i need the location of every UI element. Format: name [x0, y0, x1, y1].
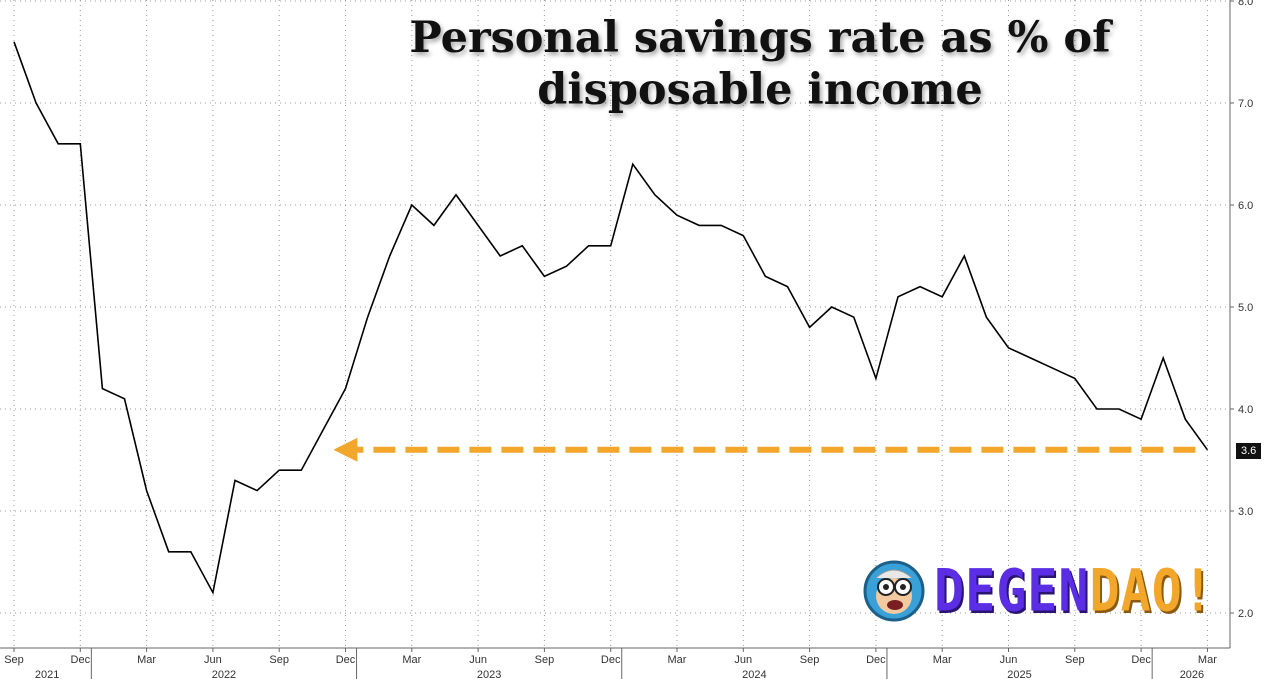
y-axis: 2.0 3.0 4.0 5.0 6.0 7.0 8.0 — [1230, 0, 1253, 620]
x-tick-label: Sep — [1065, 654, 1085, 666]
logo-text-dao: DAO! — [1089, 557, 1214, 625]
logo-wordmark: DEGENDAO! — [934, 555, 1214, 626]
x-year-label: 2022 — [212, 669, 236, 679]
x-year-label: 2021 — [35, 669, 59, 679]
savings-rate-line — [13, 41, 1209, 595]
x-tick-label: Sep — [800, 654, 820, 666]
x-tick-label: Mar — [402, 654, 421, 666]
x-tick-label: Dec — [601, 654, 621, 666]
x-tick-label: Sep — [535, 654, 555, 666]
y-tick-label: 7.0 — [1238, 98, 1253, 110]
dashed-arrow-annotation — [333, 437, 1196, 462]
arrow-head — [333, 437, 358, 462]
y-tick-label: 8.0 — [1238, 0, 1253, 8]
gridlines — [0, 0, 1231, 649]
y-tick-label: 4.0 — [1238, 404, 1253, 416]
x-tick-label: Jun — [1000, 654, 1018, 666]
x-tick-label: Jun — [204, 654, 222, 666]
x-year-label: 2024 — [742, 669, 766, 679]
x-tick-label: Jun — [734, 654, 752, 666]
x-tick-label: Dec — [71, 654, 91, 666]
y-tick-label: 5.0 — [1238, 302, 1253, 314]
y-tick-label: 2.0 — [1238, 608, 1253, 620]
logo-text-degen: DEGEN — [934, 557, 1090, 625]
x-tick-label: Mar — [668, 654, 687, 666]
x-tick-label: Dec — [1131, 654, 1151, 666]
x-tick-label: Mar — [1198, 654, 1217, 666]
x-axis: Sep Dec Mar Jun Sep Dec Mar Jun Sep Dec Mar Jun Sep D… — [4, 648, 1217, 679]
degendao-logo: DEGENDAO! — [862, 558, 1262, 624]
x-tick-label: Sep — [269, 654, 289, 666]
x-tick-label: Jun — [469, 654, 487, 666]
y-tick-label: 3.0 — [1238, 506, 1253, 518]
chart-title: Personal savings rate as % of disposable… — [409, 13, 1111, 115]
x-tick-label: Mar — [933, 654, 952, 666]
x-year-label: 2025 — [1007, 669, 1031, 679]
x-tick-label: Dec — [336, 654, 356, 666]
x-year-label: 2026 — [1180, 669, 1204, 679]
mascot-avatar-icon — [863, 560, 925, 622]
x-year-label: 2023 — [477, 669, 501, 679]
x-tick-label: Dec — [866, 654, 886, 666]
x-tick-label: Mar — [137, 654, 156, 666]
y-tick-label: 6.0 — [1238, 200, 1253, 212]
x-tick-label: Sep — [4, 654, 24, 666]
last-value-badge: 3.6 — [1236, 443, 1262, 459]
